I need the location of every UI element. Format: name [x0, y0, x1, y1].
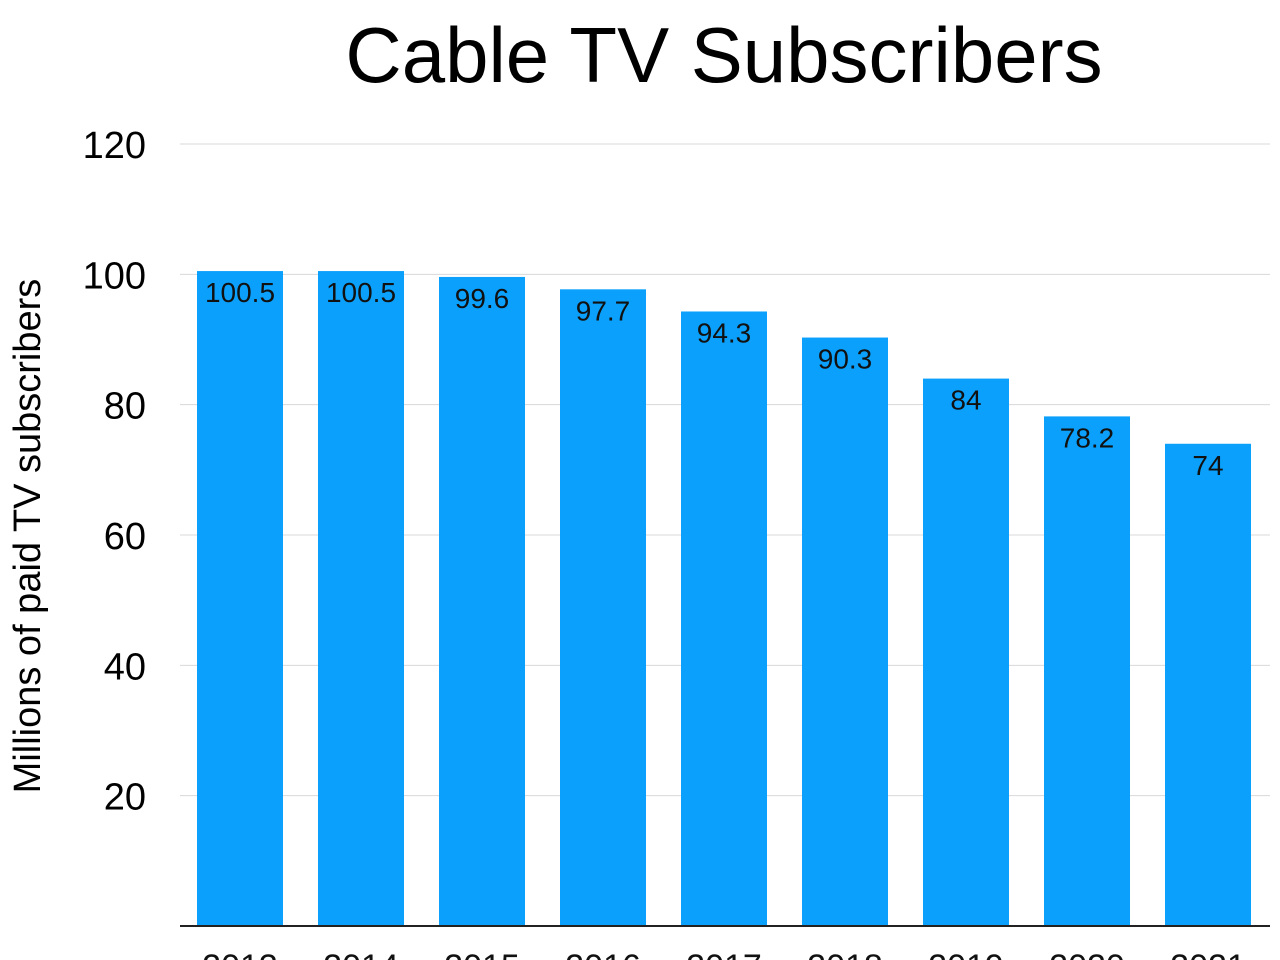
x-tick-label: 2013	[202, 948, 278, 960]
data-label: 100.5	[326, 277, 396, 308]
y-tick-label: 60	[104, 516, 146, 558]
bar	[439, 276, 525, 926]
data-label: 84	[950, 385, 981, 416]
y-tick-label: 80	[104, 386, 146, 428]
data-label: 99.6	[455, 283, 510, 314]
y-tick-label: 20	[104, 777, 146, 819]
bar	[681, 311, 767, 926]
x-tick-label: 2016	[565, 948, 641, 960]
x-tick-label: 2018	[807, 948, 883, 960]
bar	[318, 271, 404, 926]
x-tick-label: 2019	[928, 948, 1004, 960]
data-label: 74	[1192, 450, 1223, 481]
bar	[1044, 416, 1130, 926]
bar	[197, 271, 283, 926]
x-tick-label: 2014	[323, 948, 399, 960]
y-tick-label: 100	[83, 255, 146, 297]
data-label: 90.3	[818, 344, 873, 375]
x-tick-label: 2017	[686, 948, 762, 960]
data-label: 94.3	[697, 317, 752, 348]
chart-title: Cable TV Subscribers	[345, 11, 1102, 99]
x-tick-label: 2015	[444, 948, 520, 960]
y-axis-label: Millions of paid TV subscribers	[7, 279, 49, 794]
bar	[802, 337, 888, 926]
x-tick-label: 2020	[1049, 948, 1125, 960]
y-tick-label: 40	[104, 646, 146, 688]
bar	[560, 289, 646, 926]
data-label: 100.5	[205, 277, 275, 308]
bar	[923, 378, 1009, 927]
y-tick-label: 120	[83, 125, 146, 167]
data-label: 97.7	[576, 295, 631, 326]
data-label: 78.2	[1060, 422, 1115, 453]
bar	[1165, 443, 1251, 926]
x-tick-label: 2021	[1170, 948, 1246, 960]
